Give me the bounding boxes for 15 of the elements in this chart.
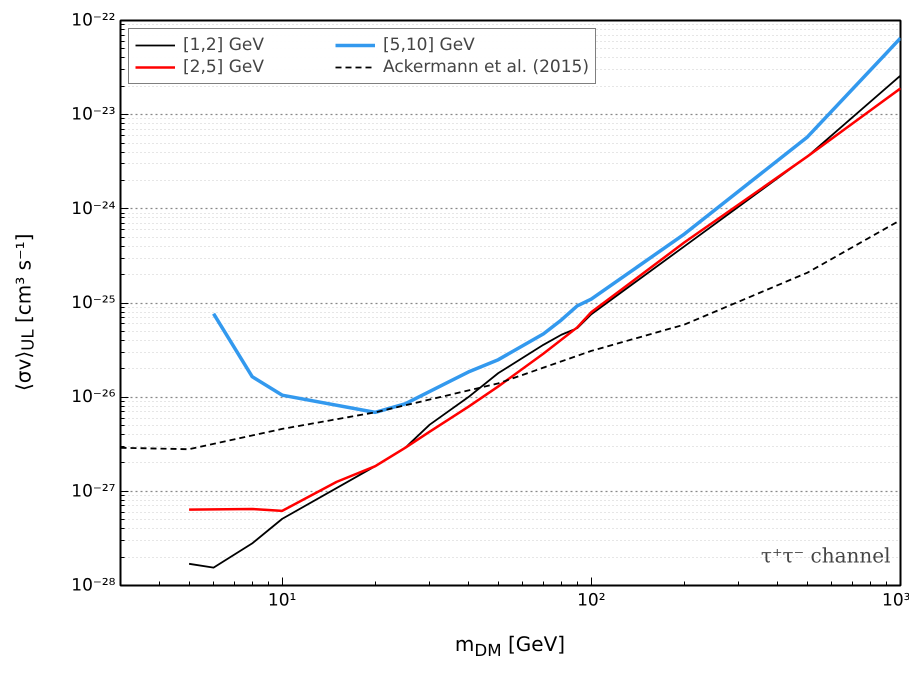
y-tick-label: 10⁻²²: [71, 10, 116, 30]
x-tick-label: 10¹: [268, 590, 296, 610]
y-tick-label: 10⁻²⁴: [71, 198, 116, 219]
y-tick-label: 10⁻²⁵: [71, 293, 116, 313]
y-tick-label: 10⁻²⁶: [71, 387, 116, 408]
annotation: τ⁺τ⁻ channel: [760, 544, 891, 568]
legend-label: [2,5] GeV: [183, 57, 265, 77]
legend-label: [5,10] GeV: [383, 35, 476, 55]
y-tick-label: 10⁻²⁸: [71, 576, 116, 596]
y-tick-label: 10⁻²³: [71, 104, 116, 125]
x-axis-title: m$_{DM}$ [GeV]: [454, 631, 566, 662]
legend-label: [1,2] GeV: [183, 35, 265, 55]
x-tick-label: 10²: [577, 590, 606, 610]
legend-label: Ackermann et al. (2015): [383, 57, 590, 77]
y-tick-label: 10⁻²⁷: [71, 481, 116, 502]
